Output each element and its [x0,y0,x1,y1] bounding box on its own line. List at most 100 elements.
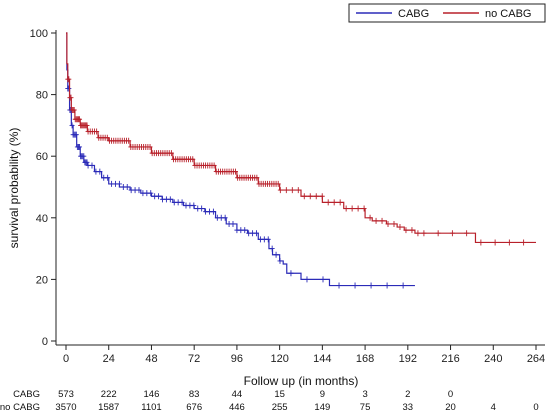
x-tick-label: 144 [313,353,331,365]
x-axis-ticks: 0 24 48 72 96 120 144 168 192 216 240 264 [63,345,545,365]
series-layer [65,32,536,289]
censor-mark [199,205,205,212]
censor-mark [69,122,75,129]
censor-mark [349,205,355,212]
censor-mark [126,137,132,144]
axes: 0 20 40 60 80 100 0 24 48 72 96 120 144 168 192 216 240… [30,28,546,365]
censor-marks-cabg [65,85,406,289]
censor-mark [435,230,441,237]
censor-mark [68,94,74,101]
risk-value: 573 [58,389,74,400]
censor-mark [277,257,283,264]
risk-value: 15 [274,389,285,400]
censor-mark [136,187,142,194]
y-axis-title: survival probability (%) [7,128,21,249]
censor-mark [116,180,122,187]
x-axis-title: Follow up (in months) [244,374,359,388]
censor-mark [84,122,90,129]
legend-label-cabg: CABG [398,8,429,20]
censor-mark [168,150,174,157]
censor-mark [210,208,216,215]
censor-mark [97,168,103,175]
censor-mark [190,156,196,163]
censor-mark [66,85,72,92]
y-tick-label: 60 [36,151,48,163]
risk-value: 9 [320,389,325,400]
censor-mark [331,199,337,206]
censor-mark [352,282,358,289]
x-tick-label: 0 [63,353,69,365]
censor-mark [71,107,77,113]
x-tick-label: 24 [103,353,115,365]
censor-mark [191,202,197,209]
censor-mark [367,214,373,221]
censor-mark [385,220,391,227]
risk-value: 4 [491,402,496,413]
y-axis-ticks: 0 20 40 60 80 100 [30,28,56,348]
legend: CABG no CABG [348,3,546,23]
censor-mark [307,193,313,200]
censor-mark [421,230,427,237]
censor-mark [84,159,90,166]
x-tick-label: 72 [188,353,200,365]
censor-mark [66,76,72,83]
risk-value: 3570 [55,402,76,413]
censor-mark [288,270,294,277]
risk-row-label-no-cabg: no CABG [0,402,40,413]
censor-mark [179,199,185,206]
censor-mark [147,143,153,150]
censor-mark [265,236,271,243]
risk-value: 75 [360,402,371,413]
censor-mark [77,116,83,123]
x-tick-label: 48 [145,353,157,365]
censor-mark [167,196,173,203]
censor-mark [94,128,100,135]
x-tick-label: 96 [231,353,243,365]
risk-value: 2 [405,389,410,400]
censor-mark [409,227,415,234]
y-tick-label: 40 [36,213,48,225]
censor-mark [379,217,385,224]
y-tick-label: 20 [36,274,48,286]
y-tick-label: 80 [36,90,48,102]
censor-mark [275,180,281,187]
censor-mark [400,282,406,289]
y-tick-label: 0 [42,336,48,348]
censor-mark [105,174,111,181]
risk-value: 33 [403,402,414,413]
censor-mark [104,134,110,141]
censor-mark [242,227,248,234]
censor-mark [289,187,295,194]
y-tick-label: 100 [30,28,48,40]
censor-mark [449,230,455,237]
censor-mark [273,251,279,258]
risk-value: 255 [272,402,288,413]
censor-mark [89,162,95,169]
censor-mark [320,276,326,283]
x-tick-label: 120 [270,353,288,365]
censor-mark [403,227,409,234]
risk-value: 676 [186,402,202,413]
censor-mark [415,230,421,237]
risk-value: 44 [232,389,243,400]
censor-mark [253,230,259,237]
risk-value: 0 [448,389,453,400]
censor-mark [384,282,390,289]
censor-mark [269,245,275,252]
censor-mark [232,168,238,175]
censor-mark [319,193,325,200]
censor-mark [355,205,361,212]
censor-mark [464,230,470,237]
risk-value: 222 [101,389,117,400]
censor-mark [492,239,498,246]
censor-mark [77,143,83,150]
risk-value: 146 [144,389,160,400]
legend-label-no-cabg: no CABG [485,8,531,20]
censor-mark [230,220,236,227]
risk-value: 83 [189,389,200,400]
x-tick-label: 216 [441,353,459,365]
x-tick-label: 168 [356,353,374,365]
censor-mark [373,217,379,224]
